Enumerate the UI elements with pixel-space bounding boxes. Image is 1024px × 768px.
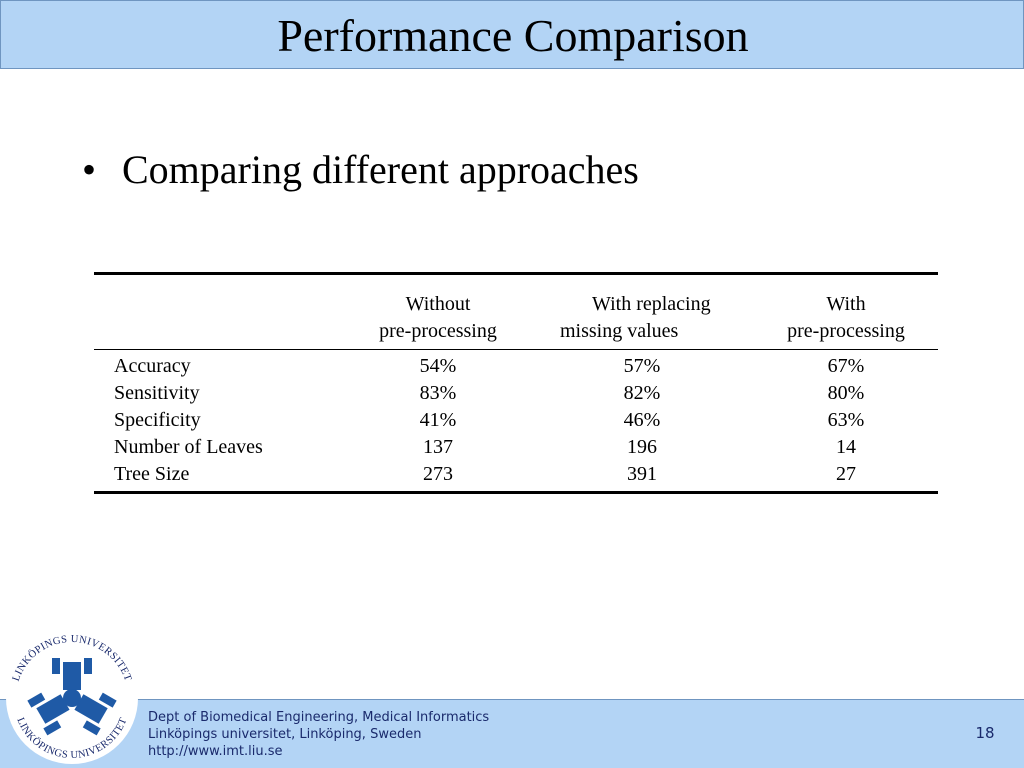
table-row: Sensitivity 83% 82% 80% [94,380,938,407]
row-label: Sensitivity [114,382,200,404]
footer-info: Dept of Biomedical Engineering, Medical … [148,709,489,760]
table-top-rule [94,272,938,275]
table-cell: 196 [627,436,657,458]
table-cell: 83% [419,382,457,404]
table-cell: 273 [423,463,453,485]
table-cell: 14 [836,436,856,458]
table-bottom-rule [94,491,938,494]
table-cell: 137 [423,436,453,458]
header-line: pre-processing [787,320,905,342]
table-cell: 27 [836,463,856,485]
table-header-row: Without pre-processing With replacing mi… [94,275,938,349]
university-logo-icon: LINKÖPINGS UNIVERSITET LINKÖPINGS UNIVER… [6,632,138,764]
bullet-text: Comparing different approaches [122,147,639,192]
table-cell: 57% [623,355,661,377]
slide-title: Performance Comparison [277,10,749,61]
table-cell: 63% [827,409,865,431]
page-number: 18 [975,724,995,742]
table-cell: 391 [627,463,657,485]
header-line: With replacing [592,293,711,315]
table-body: Accuracy 54% 57% 67% Sensitivity 83% 82%… [94,350,938,491]
row-label: Accuracy [114,355,191,377]
header-line: missing values [560,320,679,342]
comparison-table: Without pre-processing With replacing mi… [94,272,938,494]
table-cell: 54% [419,355,457,377]
header-line: Without [405,293,471,315]
title-bar: Performance Comparison [0,0,1024,69]
header-line: With [826,293,866,315]
table-cell: 67% [827,355,865,377]
table-row: Tree Size 273 391 27 [94,461,938,488]
header-with-preprocessing: With pre-processing [756,291,936,345]
logo-emblem [27,658,117,736]
table-row: Number of Leaves 137 196 14 [94,434,938,461]
footer-dept: Dept of Biomedical Engineering, Medical … [148,710,490,725]
footer-university: Linköpings universitet, Linköping, Swede… [148,727,422,742]
table-cell: 80% [827,382,865,404]
row-label: Specificity [114,409,201,431]
bullet-item: • Comparing different approaches [82,146,639,194]
table-cell: 82% [623,382,661,404]
table-cell: 46% [623,409,661,431]
bullet-dot: • [82,147,97,192]
footer-bar [0,699,1024,768]
row-label: Number of Leaves [114,436,263,458]
header-line: pre-processing [379,320,497,342]
table-cell: 41% [419,409,457,431]
table-mid-rule [94,349,938,350]
table-row: Specificity 41% 46% 63% [94,407,938,434]
header-replacing-missing: With replacing missing values [552,291,732,345]
table-row: Accuracy 54% 57% 67% [94,353,938,380]
header-without-preprocessing: Without pre-processing [348,291,528,345]
footer-url[interactable]: http://www.imt.liu.se [148,744,283,759]
row-label: Tree Size [114,463,190,485]
